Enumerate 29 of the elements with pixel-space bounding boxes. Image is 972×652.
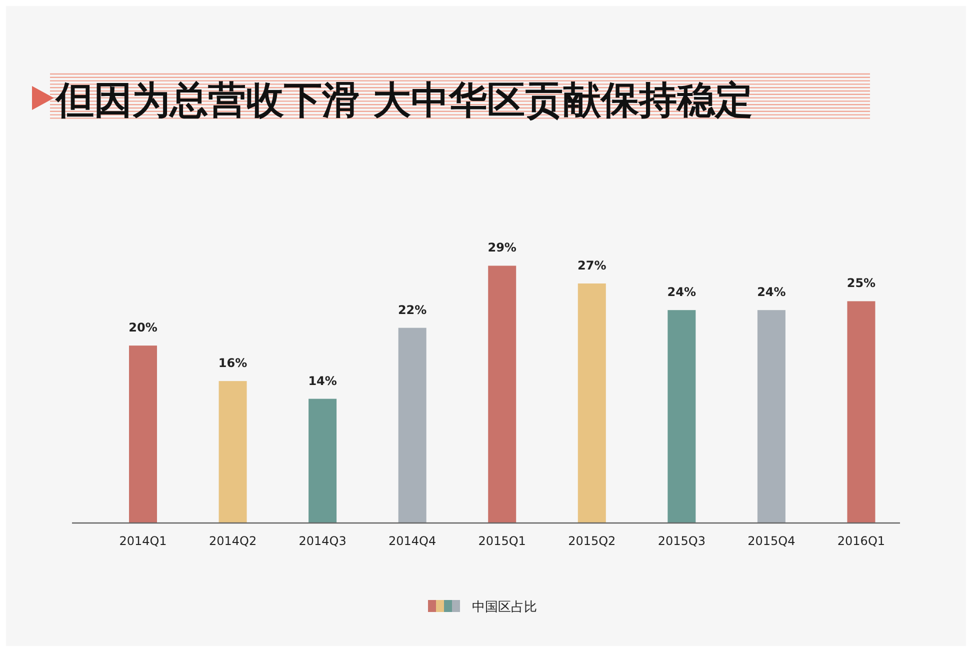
x-tick-label: 2014Q2: [208, 534, 257, 548]
legend-label: 中国区占比: [472, 600, 537, 615]
data-label: 14%: [308, 374, 337, 388]
bar: [218, 381, 247, 523]
x-tick-label: 2014Q3: [298, 534, 346, 548]
bar: [847, 301, 876, 523]
bar: [668, 310, 696, 523]
x-tick-label: 2014Q4: [388, 534, 436, 548]
data-label: 22%: [398, 302, 427, 317]
data-label: 20%: [128, 320, 158, 335]
bar: [757, 310, 786, 523]
data-label: 25%: [846, 276, 876, 290]
bar: [578, 283, 606, 523]
data-label: 24%: [757, 285, 786, 300]
data-label: 27%: [578, 258, 606, 272]
bar: [488, 266, 516, 523]
chart-title: 但因为总营收下滑 大中华区贡献保持稳定: [54, 78, 754, 122]
x-tick-label: 2015Q2: [568, 534, 616, 548]
bar: [129, 346, 157, 523]
data-label: 16%: [218, 356, 248, 370]
bar: [308, 398, 337, 523]
data-label: 24%: [667, 285, 696, 300]
data-label: 29%: [488, 240, 516, 255]
x-tick-label: 2015Q4: [748, 534, 796, 548]
bar: [398, 328, 426, 523]
x-tick-label: 2015Q3: [658, 534, 706, 548]
x-tick-label: 2016Q1: [837, 534, 886, 548]
x-tick-label: 2014Q1: [119, 534, 167, 548]
x-tick-label: 2015Q1: [478, 534, 526, 548]
